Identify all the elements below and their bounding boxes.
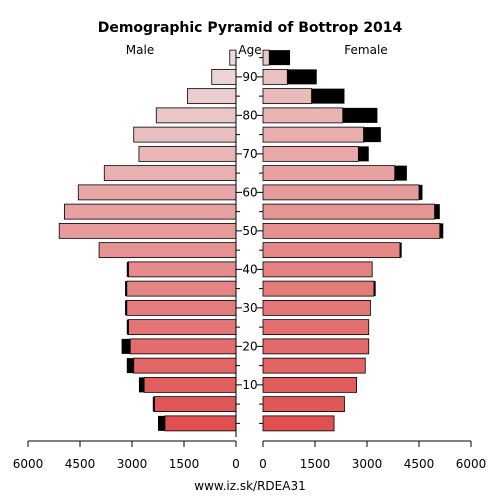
female-extra-bar xyxy=(363,127,381,143)
female-bar xyxy=(262,415,335,432)
male-bar xyxy=(143,376,237,393)
male-bar xyxy=(126,299,237,316)
male-bar xyxy=(64,203,237,220)
footer-source: www.iz.sk/RDEA31 xyxy=(194,479,306,493)
female-extra-bar xyxy=(358,146,369,162)
age-tick-label: 50 xyxy=(242,224,257,238)
x-tick-label: 6000 xyxy=(13,457,44,471)
male-bar xyxy=(128,261,237,278)
male-bar xyxy=(164,415,237,432)
male-bar xyxy=(154,396,237,413)
male-bar xyxy=(129,338,237,355)
age-tick-label: 40 xyxy=(242,262,257,276)
x-tick-label: 4500 xyxy=(404,457,435,471)
male-bar xyxy=(229,49,237,66)
male-bar xyxy=(98,242,237,259)
age-tick-label: 10 xyxy=(242,378,257,392)
female-bar xyxy=(262,88,312,105)
female-bar xyxy=(262,222,441,239)
x-tick-label: 1500 xyxy=(300,457,331,471)
female-bar xyxy=(262,261,373,278)
x-tick-label: 4500 xyxy=(65,457,96,471)
female-label: Female xyxy=(344,43,387,57)
male-label: Male xyxy=(126,43,154,57)
male-bar xyxy=(133,126,237,143)
male-bar xyxy=(187,88,237,105)
x-tick-label: 0 xyxy=(232,457,240,471)
female-extra-bar xyxy=(287,69,317,85)
male-extra-bar xyxy=(125,281,127,297)
male-bar xyxy=(138,145,237,162)
female-extra-bar xyxy=(419,184,423,200)
male-bar xyxy=(77,184,237,201)
age-tick-label: 80 xyxy=(242,108,257,122)
x-tick-label: 3000 xyxy=(117,457,148,471)
age-tick-label: 30 xyxy=(242,301,257,315)
male-extra-bar xyxy=(158,415,165,431)
age-tick-label: 90 xyxy=(242,70,257,84)
female-bar xyxy=(262,338,370,355)
male-extra-bar xyxy=(138,377,145,393)
male-bar xyxy=(103,165,237,182)
chart-title: Demographic Pyramid of Bottrop 2014 xyxy=(98,20,403,36)
age-label: Age xyxy=(238,43,261,57)
female-bar xyxy=(262,280,375,297)
female-extra-bar xyxy=(434,204,440,220)
x-tick-label: 6000 xyxy=(456,457,487,471)
female-extra-bar xyxy=(373,281,376,297)
female-bar xyxy=(262,68,288,85)
male-extra-bar xyxy=(126,319,129,335)
chart-marks: 6000 4500 3000 1500 0 0 1500 3000 4500 6000 10 20 30… xyxy=(13,49,487,471)
male-extra-bar xyxy=(126,358,134,374)
female-extra-bar xyxy=(394,165,407,181)
female-bar xyxy=(262,319,370,336)
female-bar xyxy=(262,299,371,316)
x-tick-label: 3000 xyxy=(352,457,383,471)
female-extra-bar xyxy=(439,223,444,239)
male-extra-bar xyxy=(152,396,155,412)
male-bar xyxy=(133,357,237,374)
male-extra-bar xyxy=(125,300,127,316)
female-bar xyxy=(262,49,270,66)
x-tick-label: 1500 xyxy=(169,457,200,471)
female-bar xyxy=(262,357,366,374)
age-tick-label: 20 xyxy=(242,339,257,353)
male-bar xyxy=(128,319,237,336)
female-bar xyxy=(262,396,345,413)
female-extra-bar xyxy=(311,88,345,104)
female-bar xyxy=(262,203,436,220)
male-bar xyxy=(155,107,237,124)
x-tick-label: 0 xyxy=(259,457,267,471)
female-bar xyxy=(262,145,359,162)
female-bar xyxy=(262,242,401,259)
female-bar xyxy=(262,107,344,124)
male-extra-bar xyxy=(121,338,131,354)
female-extra-bar xyxy=(269,50,291,66)
male-bar xyxy=(58,222,237,239)
male-bar xyxy=(211,68,237,85)
male-bar xyxy=(126,280,237,297)
female-extra-bar xyxy=(399,242,402,258)
female-extra-bar xyxy=(342,107,378,123)
female-bar xyxy=(262,184,420,201)
female-bar xyxy=(262,376,357,393)
male-extra-bar xyxy=(126,261,129,277)
female-bar xyxy=(262,126,364,143)
age-tick-label: 70 xyxy=(242,147,257,161)
age-tick-label: 60 xyxy=(242,185,257,199)
female-bar xyxy=(262,165,396,182)
